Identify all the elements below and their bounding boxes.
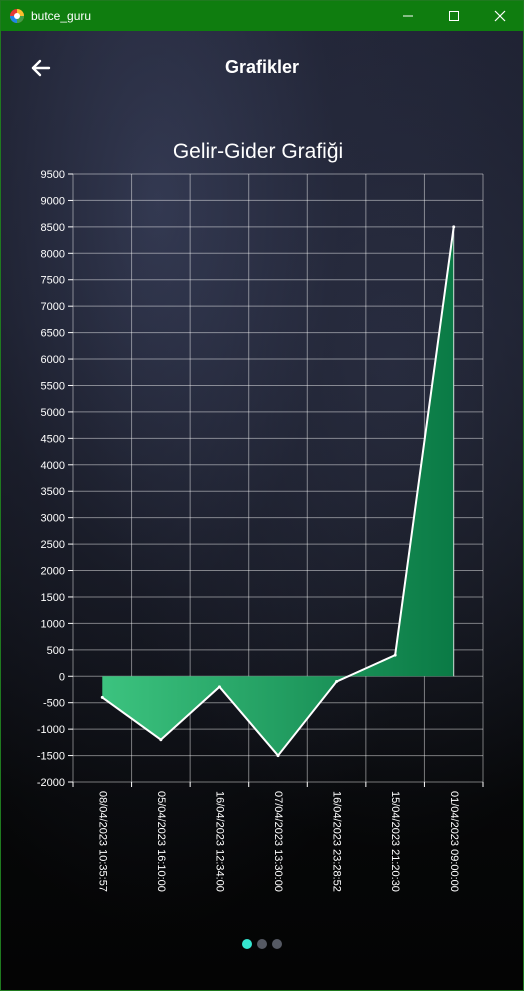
back-button[interactable] (23, 53, 59, 83)
maximize-button[interactable] (431, 1, 477, 31)
y-tick-label: 7500 (41, 275, 65, 287)
x-tick-label: 05/04/2023 16:10:00 (155, 791, 167, 892)
y-tick-label: 5000 (41, 407, 65, 419)
y-tick-label: 8500 (41, 222, 65, 234)
data-point (217, 685, 221, 689)
page-dot[interactable] (272, 939, 282, 949)
y-tick-label: -500 (43, 698, 65, 710)
data-point (452, 225, 456, 229)
page-dot[interactable] (242, 939, 252, 949)
arrow-left-icon (31, 59, 51, 77)
data-point (335, 680, 339, 684)
data-point (159, 738, 163, 742)
x-tick-label: 08/04/2023 10:35:57 (96, 791, 108, 892)
x-tick-label: 01/04/2023 09:00:00 (448, 791, 460, 892)
y-tick-label: -2000 (37, 777, 65, 789)
y-tick-label: 2500 (41, 539, 65, 551)
page-content: Grafikler Gelir-Gider Grafiği -2000 -1500 -… (1, 31, 523, 990)
y-tick-label: 8000 (41, 248, 65, 260)
y-tick-label: 9000 (41, 195, 65, 207)
y-tick-label: 2000 (41, 566, 65, 578)
income-expense-chart: Gelir-Gider Grafiği-2000-1500-1000-50005… (37, 140, 484, 892)
title-bar[interactable]: butce_guru (1, 1, 523, 31)
y-tick-label: -1000 (37, 724, 65, 736)
y-tick-label: 4500 (41, 433, 65, 445)
minimize-icon (403, 15, 413, 17)
y-tick-label: 3000 (41, 513, 65, 525)
page-title: Grafikler (224, 57, 300, 77)
y-tick-label: 6500 (41, 328, 65, 340)
maximize-icon (449, 11, 459, 21)
x-tick-label: 16/04/2023 12:34:00 (214, 791, 226, 892)
y-tick-label: 3500 (41, 486, 65, 498)
close-button[interactable] (477, 1, 523, 31)
y-tick-label: 1000 (41, 618, 65, 630)
chart-title: Gelir-Gider Grafiği (173, 140, 343, 163)
y-tick-label: 0 (59, 671, 65, 683)
x-tick-label: 16/04/2023 23:28:52 (331, 791, 343, 892)
page-indicator (1, 939, 523, 949)
x-tick-label: 07/04/2023 13:30:00 (272, 791, 284, 892)
data-point (100, 695, 104, 699)
minimize-button[interactable] (385, 1, 431, 31)
data-point (276, 754, 280, 758)
window-title: butce_guru (31, 9, 92, 23)
x-tick-label: 15/04/2023 21:20:30 (389, 791, 401, 892)
series-area (102, 226, 454, 756)
app-logo-icon (9, 8, 25, 24)
y-tick-label: 500 (47, 645, 65, 657)
y-tick-label: 5500 (41, 380, 65, 392)
y-tick-label: 7000 (41, 301, 65, 313)
page-dot[interactable] (257, 939, 267, 949)
y-tick-label: 6000 (41, 354, 65, 366)
y-tick-label: 1500 (41, 592, 65, 604)
y-tick-label: 4000 (41, 460, 65, 472)
close-icon (494, 10, 506, 22)
data-point (393, 653, 397, 657)
y-tick-label: -1500 (37, 751, 65, 763)
window-controls (385, 1, 523, 31)
y-tick-label: 9500 (41, 169, 65, 181)
